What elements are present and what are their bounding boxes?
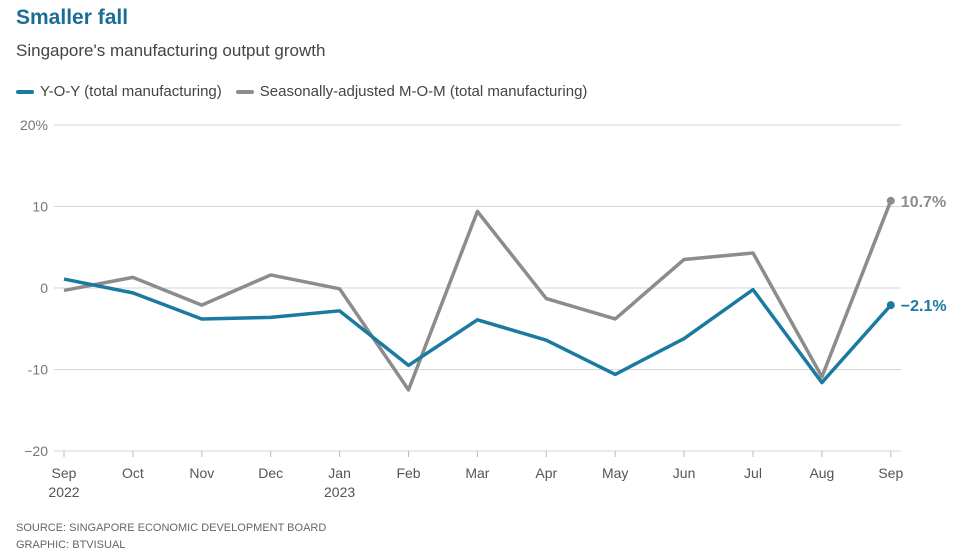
x-tick-label: Jan	[328, 465, 351, 481]
y-tick-label: -10	[28, 362, 48, 378]
x-tick-label: Jun	[673, 465, 696, 481]
x-tick-label: Apr	[535, 465, 557, 481]
x-tick-label: May	[602, 465, 628, 481]
legend: Y-O-Y (total manufacturing) Seasonally-a…	[16, 83, 587, 100]
x-tick-label: Sep	[52, 465, 77, 481]
series-line-yoy	[63, 277, 893, 385]
y-tick-label: 20%	[20, 117, 48, 133]
legend-swatch-yoy	[16, 89, 34, 94]
end-point-marker	[886, 196, 895, 205]
x-tick-label: Dec	[258, 465, 283, 481]
chart-title: Smaller fall	[16, 6, 129, 29]
y-tick-label: 0	[40, 280, 48, 296]
y-tick-label: −20	[24, 443, 48, 459]
x-tick-label: Jul	[744, 465, 762, 481]
series-line-mom	[63, 200, 893, 392]
x-tick-sublabel: 2023	[324, 484, 355, 500]
end-value-label: 10.7%	[901, 194, 946, 211]
legend-item-mom: Seasonally-adjusted M-O-M (total manufac…	[235, 83, 588, 100]
x-tick-label: Oct	[122, 465, 144, 481]
x-tick-label: Nov	[189, 465, 214, 481]
legend-swatch-mom	[235, 89, 254, 94]
x-tick-label: Aug	[809, 465, 834, 481]
graphic-credit: GRAPHIC: BTVISUAL	[16, 539, 126, 551]
y-tick-label: 10	[32, 199, 48, 215]
x-tick-label: Feb	[396, 465, 420, 481]
legend-item-yoy: Y-O-Y (total manufacturing)	[16, 83, 222, 100]
legend-label-mom: Seasonally-adjusted M-O-M (total manufac…	[259, 83, 588, 100]
end-value-label: −2.1%	[901, 298, 947, 315]
chart-subtitle: Singapore's manufacturing output growth	[16, 41, 326, 60]
x-tick-label: Mar	[465, 465, 489, 481]
legend-label-yoy: Y-O-Y (total manufacturing)	[40, 83, 222, 100]
x-tick-sublabel: 2022	[48, 484, 79, 500]
source-text: SOURCE: SINGAPORE ECONOMIC DEVELOPMENT B…	[16, 522, 327, 534]
end-point-marker	[886, 301, 895, 310]
source-note: SOURCE: SINGAPORE ECONOMIC DEVELOPMENT B…	[16, 520, 326, 554]
x-tick-label: Sep	[878, 465, 903, 481]
